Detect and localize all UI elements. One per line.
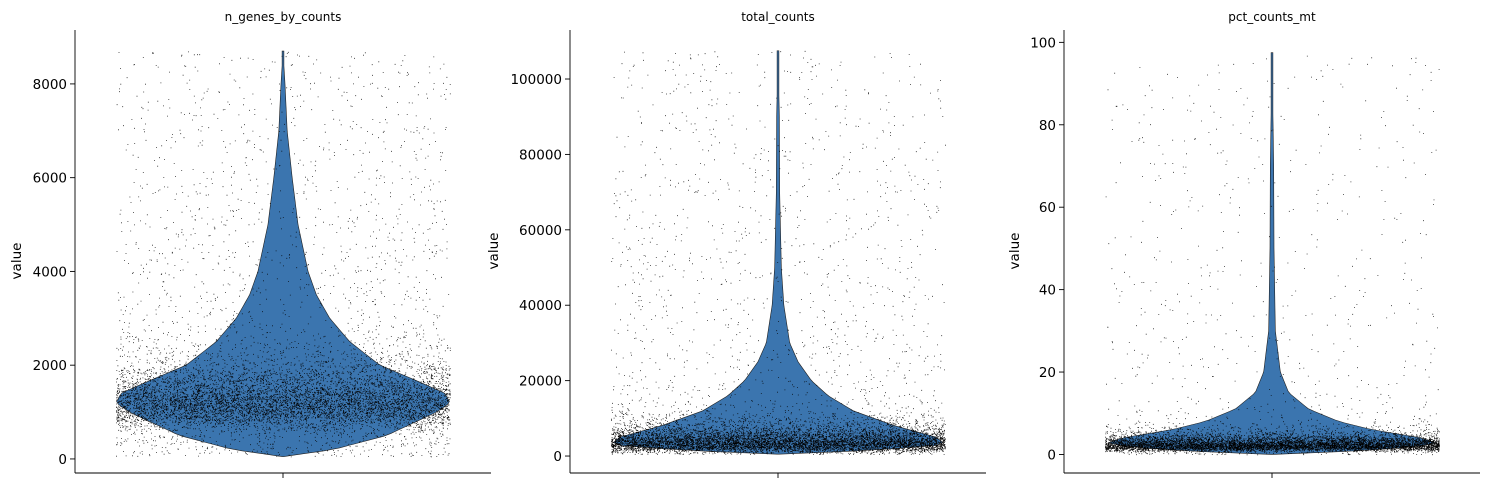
y-tick-label: 60000 — [519, 223, 562, 239]
y-tick-label: 100 — [1030, 35, 1056, 51]
y-tick-label: 40000 — [519, 298, 562, 314]
panel-title: n_genes_by_counts — [225, 10, 342, 24]
y-tick-label: 60 — [1039, 200, 1056, 216]
y-tick-label: 2000 — [33, 358, 67, 374]
violin-body — [116, 50, 450, 457]
axes-layer: 0 2000 4000 6000 8000 — [33, 30, 491, 478]
axes-layer: 0 20000 40000 60000 80000 100000 — [510, 30, 986, 478]
panel-total-counts: total_counts value 0 20000 40000 60000 80000… — [486, 10, 986, 478]
violin-body — [612, 50, 944, 455]
axes-layer: 0 20 40 60 80 100 — [1030, 30, 1480, 478]
violin-layer — [612, 50, 944, 455]
y-tick-label: 80000 — [519, 147, 562, 163]
y-tick-label: 8000 — [33, 77, 67, 93]
panel-title: pct_counts_mt — [1228, 10, 1316, 24]
y-tick-label: 20000 — [519, 374, 562, 390]
panel-title: total_counts — [741, 10, 815, 24]
y-axis-label: value — [486, 233, 502, 270]
y-tick-label: 0 — [553, 449, 562, 465]
y-tick-label: 100000 — [510, 72, 562, 88]
y-tick-label: 4000 — [33, 264, 67, 280]
y-axis-label: value — [1007, 233, 1023, 270]
violin-layer — [116, 50, 450, 457]
violin-body — [1107, 52, 1437, 455]
y-tick-label: 80 — [1039, 118, 1056, 134]
scatter-points-layer — [116, 51, 451, 458]
data-points — [116, 51, 451, 458]
y-tick-label: 0 — [1047, 447, 1056, 463]
y-axis-label: value — [9, 243, 25, 280]
y-tick-label: 40 — [1039, 283, 1056, 299]
panel-pct-counts-mt: pct_counts_mt value 0 20 40 60 80 100 — [1007, 10, 1480, 478]
y-tick-label: 0 — [58, 452, 67, 468]
y-tick-label: 6000 — [33, 171, 67, 187]
y-tick-label: 20 — [1039, 365, 1056, 381]
violin-layer — [1107, 52, 1437, 455]
panel-n-genes-by-counts: n_genes_by_counts value 0 2000 4000 6000 800… — [9, 10, 491, 478]
